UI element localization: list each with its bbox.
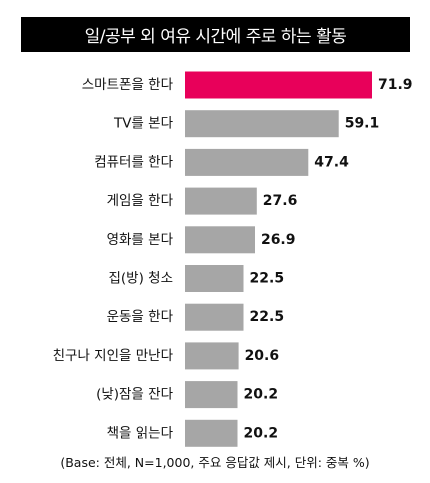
value-label: 27.6 [263,193,298,209]
category-label: 책을 읽는다 [107,425,174,441]
category-label: 영화를 본다 [107,232,174,248]
category-label: 운동을 한다 [107,309,174,325]
category-label: 집(방) 청소 [108,271,173,287]
category-label: (낮)잠을 잔다 [96,387,174,403]
value-label: 22.5 [250,309,285,325]
category-label: TV를 본다 [113,116,174,132]
bar-2 [185,148,309,176]
value-label: 20.2 [244,425,279,441]
value-label: 47.4 [314,154,349,170]
bar-3 [185,187,257,215]
bar-8 [185,381,238,409]
bar-4 [185,226,255,254]
value-label: 59.1 [345,116,380,132]
value-label: 20.6 [245,348,280,364]
bar-1 [185,110,339,138]
value-label: 26.9 [261,232,296,248]
bar-7 [185,342,239,370]
bar-5 [185,265,244,292]
value-label: 20.2 [244,387,279,403]
value-label: 22.5 [250,271,285,287]
category-label: 게임을 한다 [107,193,174,209]
category-label: 컴퓨터를 한다 [94,154,173,170]
bars-group: 스마트폰을 한다 71.9 TV를 본다 59.1 컴퓨터를 한다 47.4 게임을 한다 2… [53,71,413,447]
chart-title: 일/공부 외 여유 시간에 주로 하는 활동 [21,17,410,52]
category-label: 친구나 지인을 만난다 [53,348,174,364]
bar-0 [185,71,372,99]
value-label: 71.9 [378,77,413,93]
bar-9 [185,419,238,447]
bar-6 [185,303,244,331]
category-label: 스마트폰을 한다 [82,77,174,93]
footnote: (Base: 전체, N=1,000, 주요 응답값 제시, 단위: 중복 %) [60,455,370,470]
